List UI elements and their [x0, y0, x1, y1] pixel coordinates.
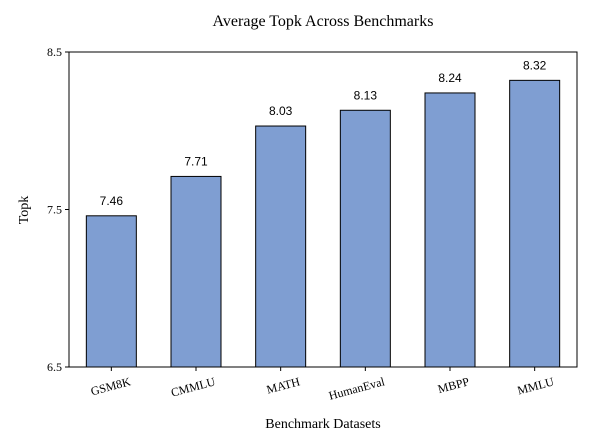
x-tick-label-mbpp: MBPP — [436, 374, 471, 396]
x-tick-label-cmmlu: CMMLU — [169, 374, 217, 399]
value-label-mmlu: 8.32 — [523, 58, 547, 72]
value-label-mbpp: 8.24 — [438, 71, 462, 85]
x-tick-label-math: MATH — [265, 374, 302, 396]
y-axis-label: Topk — [17, 196, 32, 225]
value-labels-group: 7.46 7.71 8.03 8.13 8.24 8.32 — [100, 58, 547, 207]
bar-cmmlu — [170, 175, 222, 368]
bar-math — [255, 125, 307, 368]
x-axis-label: Benchmark Datasets — [265, 417, 380, 432]
x-tick-label-mmlu: MMLU — [516, 374, 556, 397]
x-tick-label-humaneval: HumanEval — [327, 374, 387, 403]
bar-gsm8k — [85, 215, 137, 368]
bar-mbpp — [424, 92, 476, 368]
value-label-gsm8k: 7.46 — [100, 194, 124, 208]
bars-group — [85, 79, 561, 368]
chart-title: Average Topk Across Benchmarks — [213, 13, 434, 30]
x-axis-ticks: GSM8K CMMLU MATH HumanEval MBPP MMLU — [89, 367, 556, 403]
y-tick-label: 7.5 — [47, 203, 62, 217]
bar-humaneval — [339, 109, 391, 368]
y-tick-label: 8.5 — [47, 45, 62, 59]
y-tick-label: 6.5 — [47, 360, 62, 374]
value-label-cmmlu: 7.71 — [184, 154, 208, 168]
value-label-humaneval: 8.13 — [354, 88, 378, 102]
bar-mmlu — [509, 79, 561, 368]
y-axis-ticks: 6.5 7.5 8.5 — [47, 45, 69, 374]
x-tick-label-gsm8k: GSM8K — [89, 374, 132, 398]
plot-area-frame — [68, 51, 578, 368]
value-label-math: 8.03 — [269, 104, 293, 118]
